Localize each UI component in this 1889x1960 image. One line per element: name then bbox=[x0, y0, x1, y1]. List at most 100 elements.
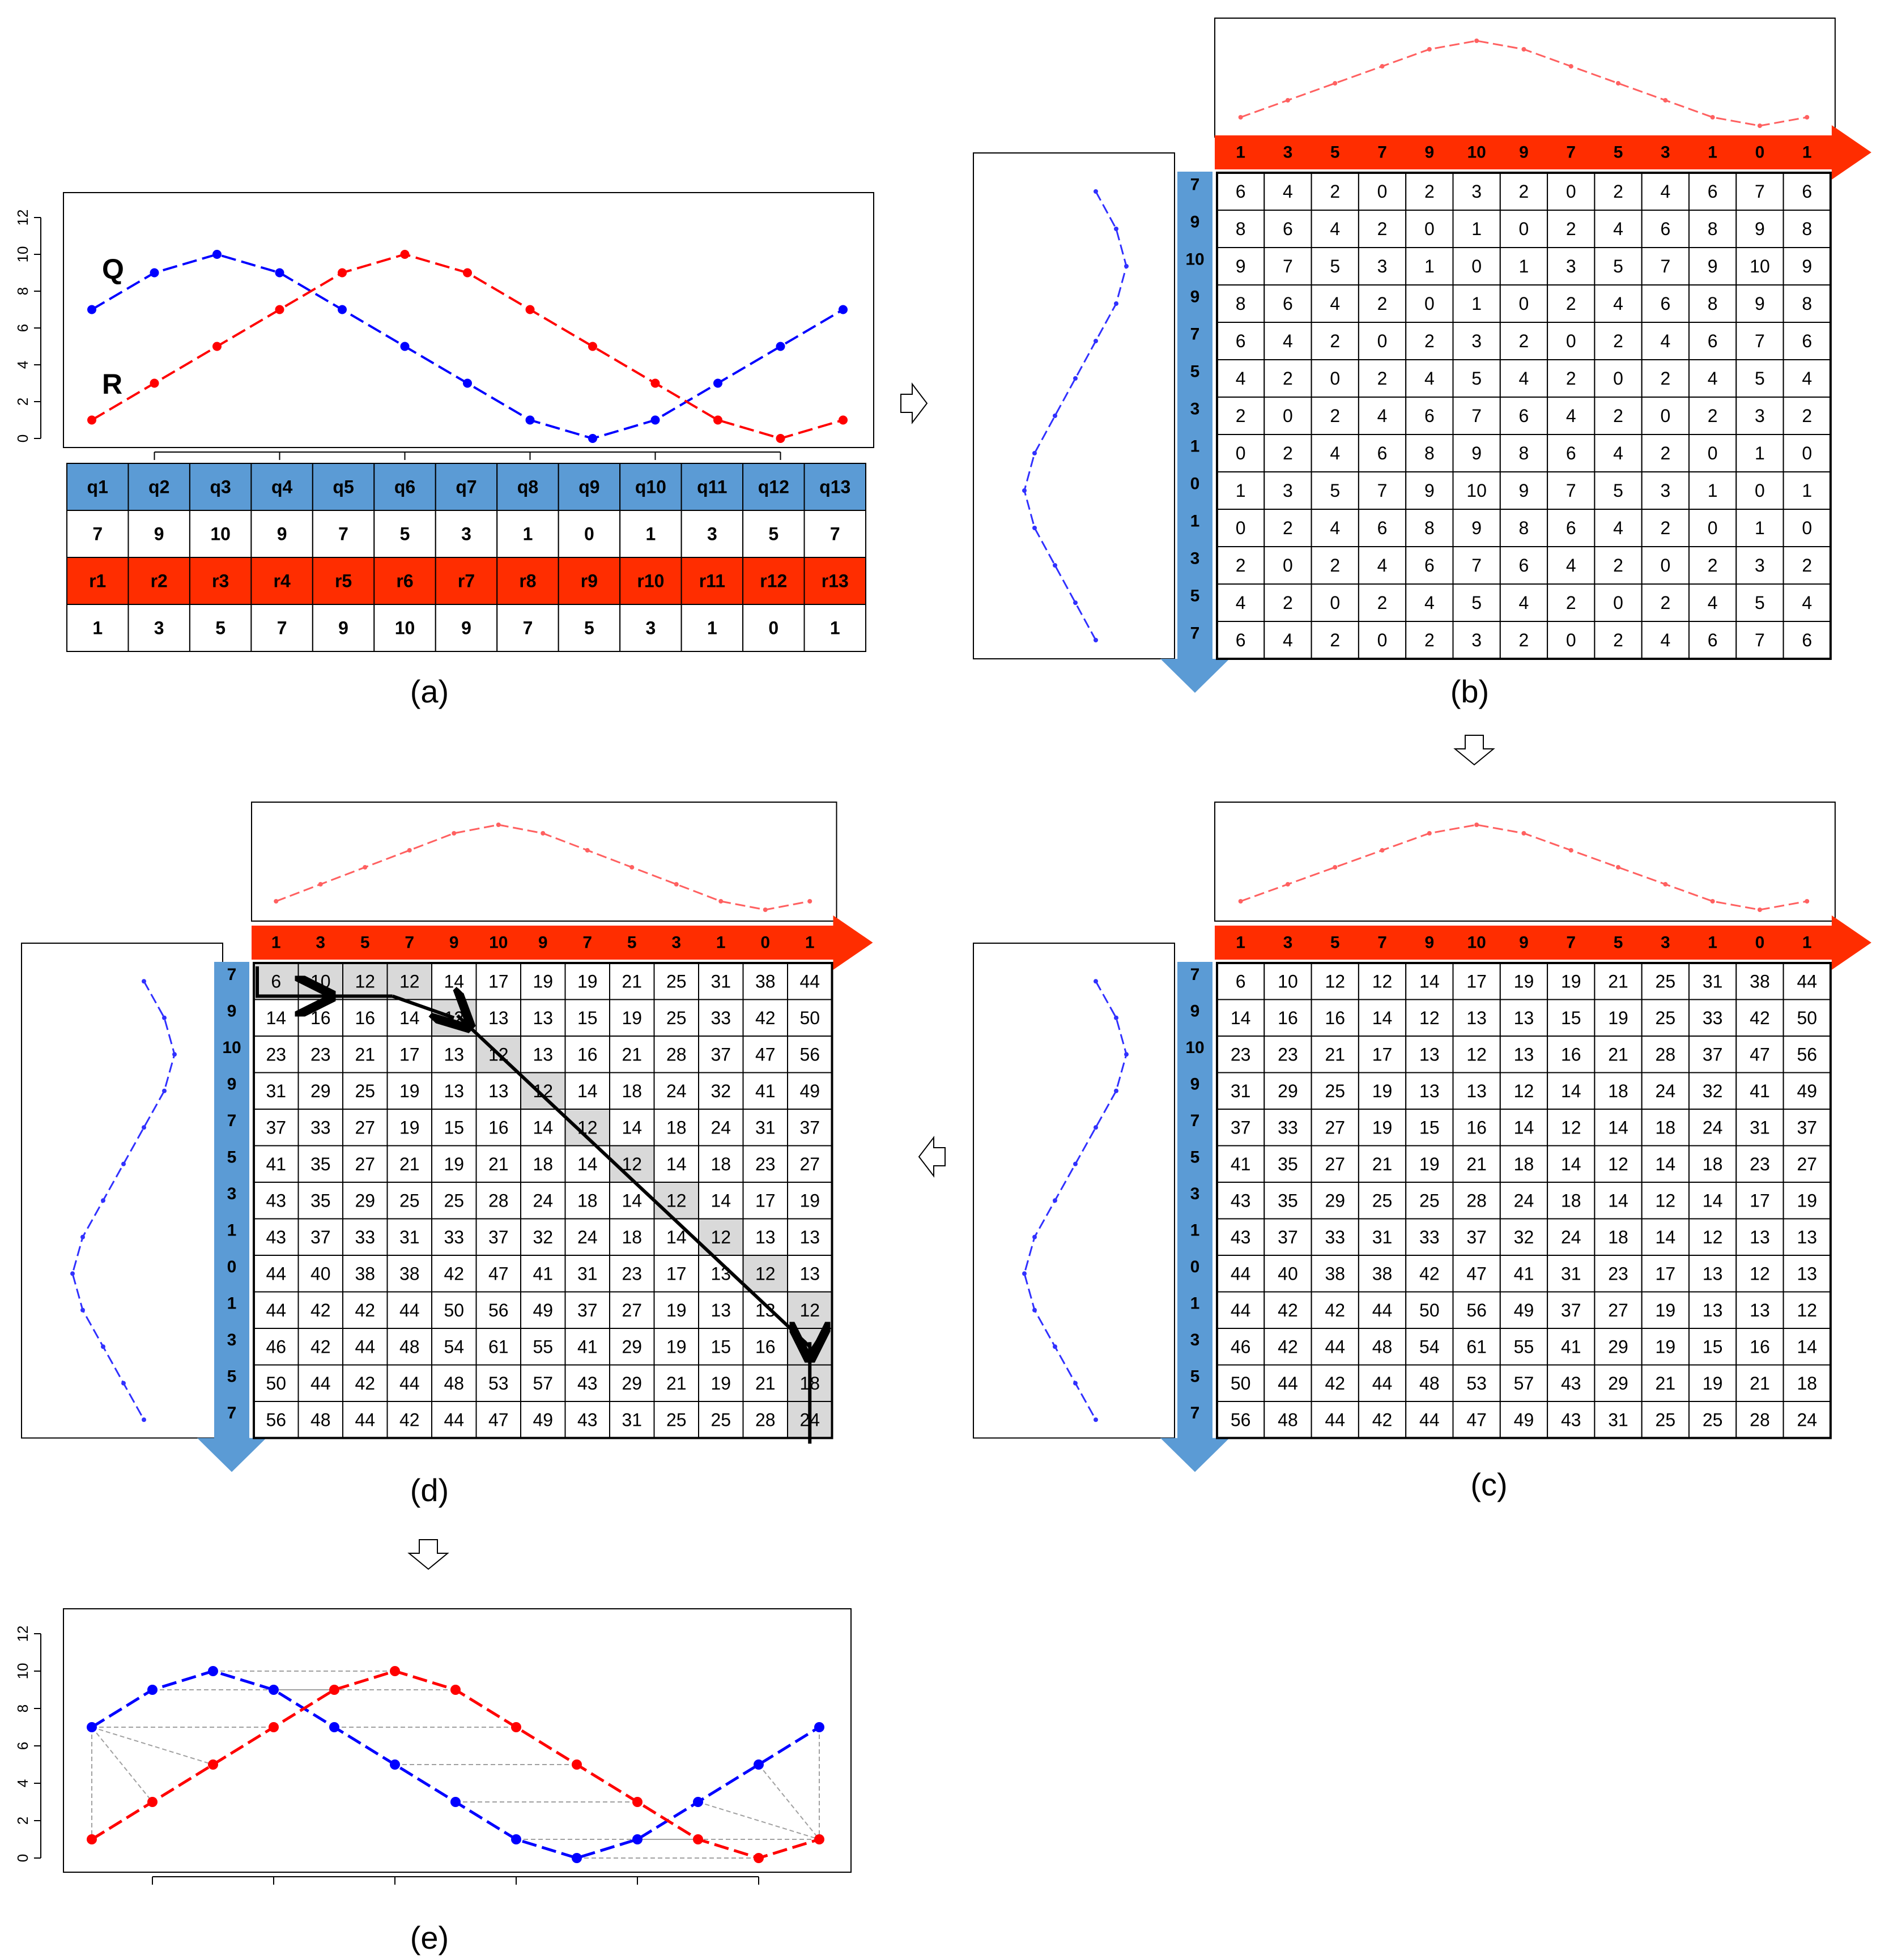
matrix-cell-value: 9 bbox=[1519, 480, 1529, 501]
matrix-cell-value: 8 bbox=[1708, 293, 1718, 314]
q-axis-label: 9 bbox=[1190, 213, 1200, 232]
q-header-cell: q2 bbox=[148, 477, 169, 497]
r-series-point bbox=[147, 1797, 158, 1807]
matrix-cell bbox=[1688, 210, 1737, 248]
matrix-cell-value: 31 bbox=[266, 1081, 286, 1101]
matrix-cell-value: 6 bbox=[1708, 630, 1718, 650]
matrix-cell bbox=[1216, 1364, 1265, 1402]
q-series-point bbox=[80, 1234, 85, 1239]
matrix-cell-value: 0 bbox=[1708, 518, 1718, 538]
matrix-cell-value: 1 bbox=[1236, 480, 1246, 501]
r-value-cell-bg bbox=[312, 604, 375, 652]
matrix-border bbox=[253, 962, 833, 1439]
matrix-cell-value: 18 bbox=[1514, 1154, 1534, 1174]
matrix-cell-value: 5 bbox=[1613, 480, 1623, 501]
matrix-cell-value: 2 bbox=[1330, 181, 1340, 202]
q-series-point bbox=[1094, 189, 1098, 194]
panel-a-y-axis: 0 2 4 6 8 10 12 bbox=[14, 210, 41, 442]
q-series-point bbox=[754, 1759, 764, 1770]
r-series-point bbox=[1521, 831, 1526, 836]
q-series-point bbox=[511, 1834, 521, 1844]
matrix-cell bbox=[1782, 1401, 1831, 1439]
matrix-cell bbox=[1263, 397, 1312, 435]
matrix-cell bbox=[1641, 509, 1690, 547]
matrix-cell bbox=[1358, 962, 1407, 1000]
q-series-point bbox=[693, 1797, 703, 1807]
matrix-cell-value: 12 bbox=[1608, 1154, 1628, 1174]
matrix-cell bbox=[1358, 1401, 1407, 1439]
matrix-cell-value: 21 bbox=[1656, 1373, 1676, 1394]
matrix-cell-value: 6 bbox=[1377, 518, 1388, 538]
q-value-cell: 0 bbox=[584, 524, 594, 544]
matrix-cell bbox=[1735, 359, 1784, 398]
matrix-cell-value: 18 bbox=[577, 1190, 598, 1211]
q-series-point bbox=[390, 1759, 400, 1770]
q-axis-label: 9 bbox=[1190, 1002, 1200, 1020]
matrix-cell-value: 4 bbox=[1330, 219, 1340, 239]
matrix-cell-value: 32 bbox=[1514, 1227, 1534, 1247]
matrix-cell bbox=[1311, 1364, 1359, 1402]
matrix-cell bbox=[1405, 471, 1454, 510]
y-tick-label: 4 bbox=[14, 361, 31, 369]
matrix-cell bbox=[1547, 210, 1596, 248]
matrix-cell bbox=[297, 1145, 343, 1183]
matrix-cell-value: 19 bbox=[666, 1336, 687, 1357]
matrix-cell bbox=[1688, 583, 1737, 622]
q-axis-label: 7 bbox=[1190, 1404, 1200, 1422]
matrix-cell bbox=[1452, 1328, 1501, 1366]
matrix-cell-value: 5 bbox=[1330, 480, 1340, 501]
matrix-cell-value: 37 bbox=[577, 1300, 598, 1320]
matrix-cell-value: 0 bbox=[1424, 293, 1435, 314]
panel-a-series bbox=[87, 250, 848, 443]
matrix-cell-value: 23 bbox=[1750, 1154, 1770, 1174]
matrix-cell-value: 14 bbox=[577, 1081, 598, 1101]
matrix-cell-value: 17 bbox=[1656, 1263, 1676, 1284]
q-series-point bbox=[1053, 1198, 1057, 1203]
r-value-cell-bg bbox=[619, 604, 682, 652]
q-value-cell: 3 bbox=[461, 524, 471, 544]
matrix-cell-value: 25 bbox=[1656, 1409, 1676, 1430]
r-value-cell-bg bbox=[496, 604, 559, 652]
matrix-cell-value: 43 bbox=[266, 1227, 286, 1247]
q-value-cell-bg bbox=[742, 510, 805, 558]
matrix-cell-value: 57 bbox=[1514, 1373, 1534, 1394]
matrix-cell bbox=[1358, 471, 1407, 510]
matrix-cell-value: 16 bbox=[310, 1008, 331, 1028]
matrix-cell bbox=[1641, 1109, 1690, 1147]
matrix-cell-value: 17 bbox=[488, 971, 509, 991]
matrix-cell-value: 37 bbox=[1797, 1117, 1817, 1137]
r-axis-label: 9 bbox=[1425, 934, 1435, 952]
matrix-cell bbox=[1358, 546, 1407, 585]
q-axis-label: 5 bbox=[1190, 363, 1200, 381]
r-header-cell: r13 bbox=[822, 571, 849, 591]
r-series-plot-frame bbox=[251, 802, 837, 922]
matrix-cell-value: 2 bbox=[1283, 443, 1293, 463]
r-series-point bbox=[713, 415, 722, 425]
matrix-cell bbox=[1499, 546, 1548, 585]
matrix-cell-value: 2 bbox=[1613, 331, 1623, 351]
matrix-cell-value: 24 bbox=[1561, 1227, 1581, 1247]
matrix-cell-value: 19 bbox=[399, 1081, 420, 1101]
matrix-cell-value: 3 bbox=[1471, 181, 1482, 202]
matrix-cell-value: 13 bbox=[710, 1300, 731, 1320]
q-series-point bbox=[1094, 1125, 1098, 1130]
r-axis-label: 1 bbox=[1708, 934, 1717, 952]
r-axis-label: 10 bbox=[1467, 934, 1486, 952]
matrix-cell-value: 55 bbox=[533, 1336, 553, 1357]
matrix-cell-value: 2 bbox=[1377, 368, 1388, 389]
q-axis-label: 7 bbox=[1190, 325, 1200, 344]
matrix-cell-value: 61 bbox=[1466, 1336, 1487, 1357]
r-series-point bbox=[1710, 115, 1715, 120]
matrix-cell-value: 2 bbox=[1236, 555, 1246, 576]
matrix-cell-value: 12 bbox=[1514, 1081, 1534, 1101]
matrix-cell-value: 0 bbox=[1330, 593, 1340, 613]
matrix-cell-value: 43 bbox=[1231, 1190, 1251, 1211]
matrix-cell bbox=[1594, 583, 1643, 622]
matrix-cell bbox=[1452, 1255, 1501, 1293]
q-series-point bbox=[329, 1722, 339, 1732]
matrix-cell bbox=[1216, 1036, 1265, 1073]
q-series-point bbox=[1114, 227, 1118, 231]
matrix-cell-value: 42 bbox=[444, 1263, 464, 1284]
matrix-cell bbox=[1499, 1255, 1548, 1293]
